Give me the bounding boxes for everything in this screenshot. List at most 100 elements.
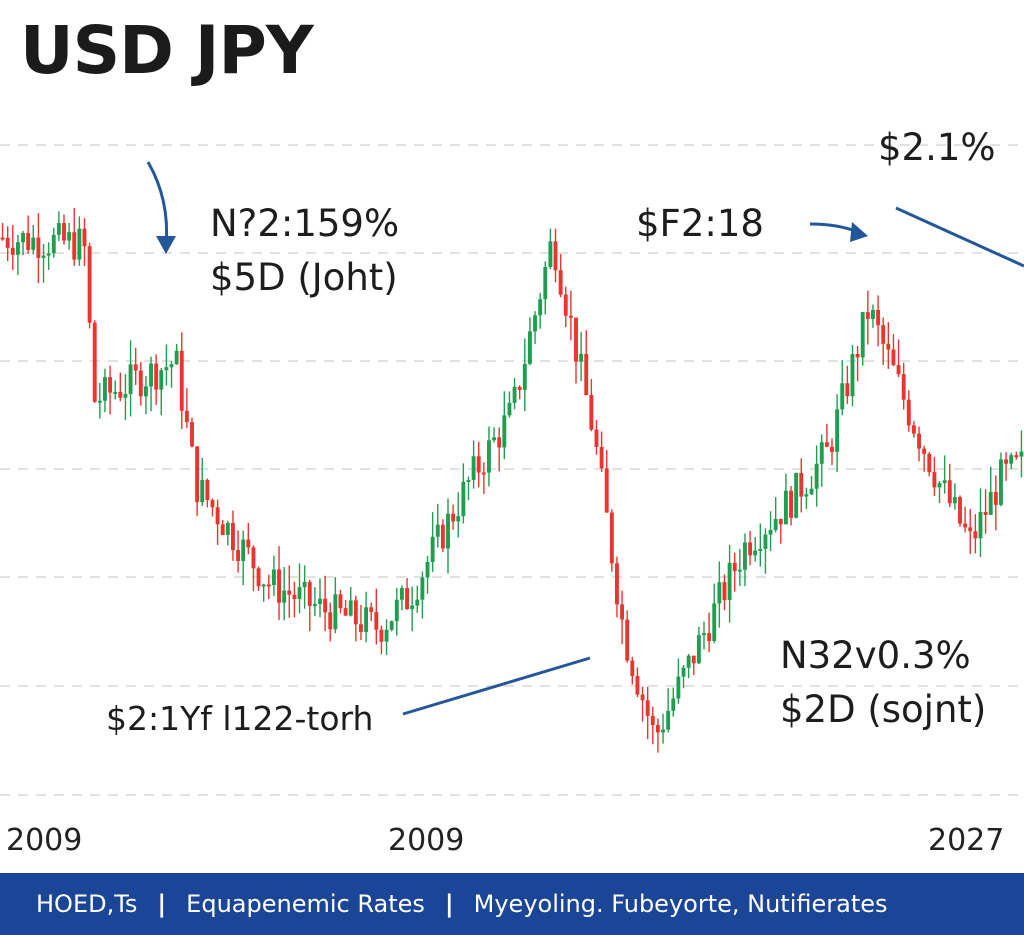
candle-body <box>865 312 870 319</box>
candle-body <box>389 621 394 630</box>
candle-body <box>625 619 630 661</box>
candle-body <box>271 569 276 586</box>
candle-body <box>328 612 333 630</box>
candle-body <box>978 511 983 539</box>
candle-body <box>456 516 461 522</box>
candle-body <box>599 446 604 469</box>
candle-body <box>845 383 850 397</box>
candle-body <box>261 584 266 587</box>
candle-body <box>819 442 824 464</box>
candle-body <box>681 667 686 677</box>
candle-body <box>850 354 855 397</box>
candle-body <box>860 312 865 358</box>
candle-body <box>855 354 860 358</box>
grid-lines <box>0 144 1024 796</box>
candle-body <box>881 325 886 344</box>
annotation-top-left-line1: N?2:159% <box>210 202 399 245</box>
x-tick-label: 2009 <box>6 823 82 858</box>
candle-body <box>379 629 384 642</box>
candle-body <box>604 468 609 513</box>
candle-body <box>149 363 153 387</box>
candle-body <box>62 223 66 241</box>
x-tick-label: 2027 <box>928 823 1004 858</box>
candle-body <box>138 370 143 397</box>
candle-body <box>830 446 834 452</box>
candle-body <box>917 433 921 449</box>
candle-body <box>26 232 31 250</box>
candle-body <box>737 569 742 572</box>
candle-body <box>584 353 589 395</box>
candle-body <box>190 422 194 447</box>
candle-body <box>1014 455 1019 458</box>
candle-body <box>630 660 635 676</box>
candle-body <box>548 241 553 267</box>
candle-body <box>184 410 189 423</box>
candle-body <box>231 522 235 551</box>
candle-body <box>246 539 251 548</box>
candle-body <box>359 624 363 632</box>
candle-body <box>471 456 476 480</box>
footer-separator: | <box>157 890 167 918</box>
candle-body <box>256 568 261 587</box>
candle-body <box>410 605 415 610</box>
x-axis: 2009 2009 2027 <box>6 823 1004 858</box>
chart-title: USD JPY <box>20 12 314 89</box>
candle-body <box>763 534 768 549</box>
candle-body <box>451 513 456 522</box>
candle-body <box>251 547 256 569</box>
candle-body <box>118 391 123 398</box>
candle-body <box>67 232 72 241</box>
annotation-arrow <box>146 161 169 247</box>
candle-body <box>702 633 706 636</box>
candle-body <box>287 590 292 595</box>
candle-body <box>10 247 15 255</box>
candle-body <box>497 437 502 448</box>
candle-body <box>21 232 25 243</box>
candle-body <box>282 590 287 603</box>
candle-body <box>743 542 747 570</box>
candle-body <box>952 497 957 504</box>
candle-body <box>650 715 655 726</box>
candle-body <box>31 237 36 250</box>
footer-item: HOED,Ts <box>36 890 138 918</box>
candle-body <box>56 223 61 235</box>
candle-body <box>778 518 783 525</box>
candle-body <box>927 453 932 473</box>
candle-body <box>901 374 906 400</box>
candle-body <box>748 542 753 556</box>
candle-body <box>435 524 440 537</box>
candle-body <box>671 698 676 711</box>
candle-body <box>553 241 558 271</box>
footer-item: Myeyoling. Fubeyorte, Nutifierates <box>473 890 888 918</box>
candle-body <box>824 442 829 447</box>
candle-body <box>36 237 41 258</box>
candle-body <box>543 266 548 300</box>
candle-body <box>727 562 732 601</box>
candle-body <box>374 611 379 630</box>
candle-body <box>942 480 947 484</box>
candle-body <box>440 524 445 549</box>
candle-body <box>594 429 599 447</box>
candle-body <box>809 488 814 495</box>
annotation-bottom-left: $2:1Yf l122-torh <box>106 699 373 738</box>
candle-body <box>5 237 10 248</box>
candle-body <box>113 391 118 394</box>
candle-body <box>46 253 51 256</box>
candle-body <box>963 523 968 528</box>
candle-body <box>384 629 389 642</box>
candlestick-series <box>0 208 1024 753</box>
candle-body <box>835 409 840 452</box>
candle-body <box>220 524 225 535</box>
candle-body <box>430 536 435 562</box>
candle-body <box>717 582 722 604</box>
candle-body <box>527 331 532 364</box>
candle-body <box>507 402 512 416</box>
candle-body <box>932 472 937 488</box>
candle-body <box>947 480 952 504</box>
footer-bar: HOED,Ts | Equapenemic Rates | Myeyoling.… <box>0 873 1024 935</box>
candle-body <box>973 531 978 539</box>
candle-body <box>993 491 998 505</box>
candle-body <box>722 582 727 601</box>
annotation-arrows <box>146 161 1024 716</box>
